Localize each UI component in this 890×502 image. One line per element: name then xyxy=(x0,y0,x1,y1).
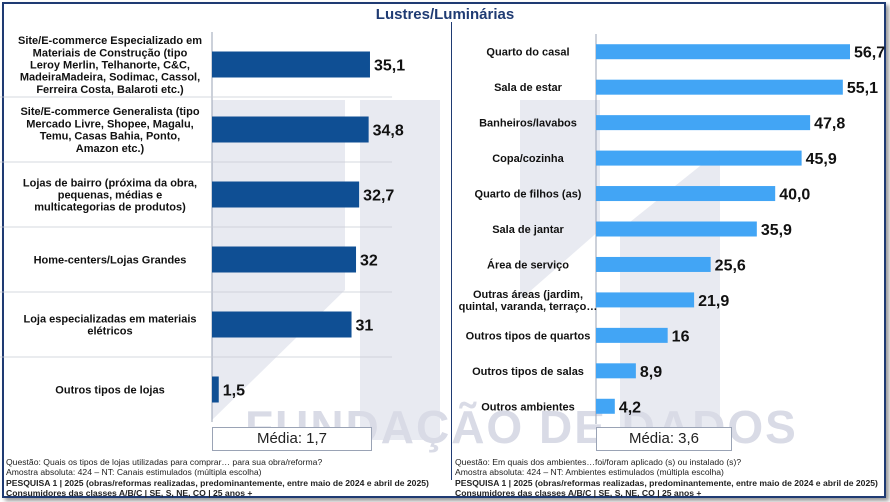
right-category-label: Outros ambientes xyxy=(481,401,575,413)
center-divider xyxy=(451,22,452,480)
left-value-label: 1,5 xyxy=(223,383,245,400)
right-category-label: Banheiros/lavabos xyxy=(479,118,577,130)
right-bar xyxy=(596,363,636,379)
page-title: Lustres/Luminárias xyxy=(375,6,515,23)
left-category-label: Outros tipos de lojas xyxy=(55,385,164,397)
right-category-label: Outros tipos de quartos xyxy=(466,330,591,342)
right-value-label: 40,0 xyxy=(779,187,810,204)
right-category-label: Copa/cozinha xyxy=(492,153,564,165)
right-value-label: 45,9 xyxy=(806,151,837,168)
left-bar xyxy=(212,51,370,78)
left-bar xyxy=(212,376,219,403)
right-value-label: 16 xyxy=(672,328,690,345)
right-bar xyxy=(596,292,695,308)
right-bar xyxy=(596,327,668,343)
right-value-label: 35,9 xyxy=(761,222,792,239)
right-value-label: 4,2 xyxy=(619,399,641,416)
left-category-label: Loja especializadas em materiais elétrico… xyxy=(23,313,196,337)
notes-left-question: Questão: Quais os tipos de lojas utiliza… xyxy=(6,457,323,467)
right-category-label: Outras áreas (jardim, quintal, varanda, t… xyxy=(459,289,598,313)
right-category-label: Outros tipos de salas xyxy=(472,366,584,378)
right-value-label: 55,1 xyxy=(847,80,878,97)
left-bar xyxy=(212,181,360,208)
right-value-label: 25,6 xyxy=(715,257,746,274)
left-category-label: Home-centers/Lojas Grandes xyxy=(34,255,187,267)
right-bar xyxy=(596,150,802,166)
notes-left: Questão: Quais os tipos de lojas utiliza… xyxy=(6,457,429,499)
notes-left-sample: Amostra absoluta: 424 – NT: Canais estim… xyxy=(6,467,262,478)
right-category-label: Quarto de filhos (as) xyxy=(475,189,582,201)
right-bar xyxy=(596,221,757,237)
left-category-label: Lojas de bairro (próxima da obra, pequena… xyxy=(23,177,197,213)
right-bar xyxy=(596,398,615,414)
right-value-label: 47,8 xyxy=(814,116,845,133)
media-right: Média: 3,6 xyxy=(596,427,732,451)
right-category-label: Sala de jantar xyxy=(492,224,564,236)
right-value-label: 21,9 xyxy=(698,293,729,310)
right-category-label: Quarto do casal xyxy=(486,47,569,59)
right-bar xyxy=(596,256,711,272)
right-category-label: Área de serviço xyxy=(487,258,569,271)
notes-right-question: Questão: Em quais dos ambientes…foi/fora… xyxy=(455,457,742,467)
left-bar xyxy=(212,311,352,338)
media-left: Média: 1,7 xyxy=(212,427,372,451)
notes-left-consumers: Consumidores das classes A/B/C | SE, S, … xyxy=(6,488,253,499)
right-bar xyxy=(596,79,843,95)
left-value-label: 35,1 xyxy=(374,58,405,75)
notes-right-consumers: Consumidores das classes A/B/C | SE, S, … xyxy=(455,488,702,499)
left-bar xyxy=(212,116,369,143)
notes-right: Questão: Em quais dos ambientes…foi/fora… xyxy=(455,457,878,499)
notes-left-research: PESQUISA 1 | 2025 (obras/reformas realiz… xyxy=(6,477,429,488)
left-category-label: Site/E-commerce Generalista (tipo Mercado… xyxy=(20,106,199,155)
right-bar xyxy=(596,115,811,131)
notes-right-sample: Amostra absoluta: 424 – NT: Ambientes es… xyxy=(455,467,724,478)
left-value-label: 34,8 xyxy=(373,123,404,140)
right-value-label: 8,9 xyxy=(640,364,662,381)
right-bar xyxy=(596,44,850,60)
left-value-label: 32 xyxy=(360,253,378,270)
left-value-label: 31 xyxy=(356,318,374,335)
right-category-label: Sala de estar xyxy=(494,82,563,94)
notes-right-research: PESQUISA 1 | 2025 (obras/reformas realiz… xyxy=(455,477,878,488)
right-value-label: 56,7 xyxy=(854,45,885,62)
right-bar xyxy=(596,186,776,202)
left-category-label: Site/E-commerce Especializado em Materiai… xyxy=(18,35,202,96)
left-bar xyxy=(212,246,357,273)
left-value-label: 32,7 xyxy=(363,188,394,205)
